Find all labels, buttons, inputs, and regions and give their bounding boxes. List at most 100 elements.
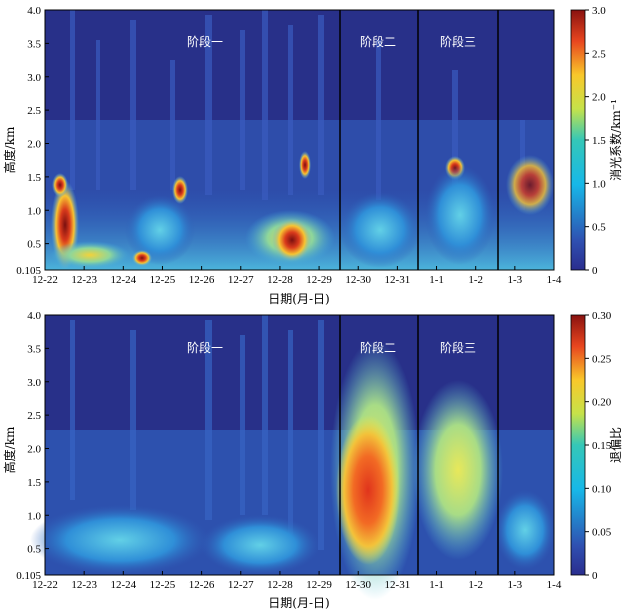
feature-2a: [30, 505, 210, 575]
panel-extinction: 阶段一 阶段二 阶段三 12-22 12-23 12-24 12-25 12-26 12-…: [2, 5, 623, 306]
colorbar-tick-label: 0.30: [592, 310, 612, 322]
colorbar-tick-label: 0: [592, 570, 598, 582]
x-tick-label: 12-23: [71, 274, 97, 286]
xlabel-2: 日期(月-日): [268, 596, 329, 610]
y-tick-label: 0.105: [16, 570, 41, 582]
y-tick-label: 1.5: [27, 172, 41, 184]
colorbar-ticks-2: 0 0.05 0.10 0.15 0.20 0.25 0.30: [585, 310, 612, 582]
y-tick-label: 1.0: [27, 510, 41, 522]
x-tick-label: 12-23: [71, 579, 97, 591]
x-tick-label: 12-30: [345, 274, 371, 286]
x-tick-label: 12-26: [189, 579, 215, 591]
y-tick-label: 2.0: [27, 444, 41, 456]
x-tick-label: 1-2: [468, 579, 483, 591]
x-tick-label: 12-22: [32, 274, 58, 286]
colorbar-tick-label: 0: [592, 265, 598, 277]
dividers-2: [339, 315, 499, 575]
phase-label-2-3: 阶段三: [440, 340, 476, 355]
phase-label-1-1: 阶段一: [187, 34, 223, 49]
feature-1i: [299, 151, 311, 179]
y-tick-label: 2.0: [27, 139, 41, 151]
colorbar-tick-label: 0.25: [592, 353, 612, 365]
colorbar-tick-label: 0.10: [592, 483, 612, 495]
x-tick-label: 12-24: [110, 579, 136, 591]
colorbar-tick-label: 0.5: [592, 222, 606, 234]
x-tick-label: 1-1: [429, 274, 444, 286]
x-tick-label: 12-26: [189, 274, 215, 286]
phase-label-2-1: 阶段一: [187, 340, 223, 355]
x-tick-label: 12-25: [150, 579, 176, 591]
ylabel-1: 高度/km: [2, 126, 17, 173]
y-tick-label: 0.5: [27, 544, 41, 556]
phase-labels-2: 阶段一 阶段二 阶段三: [187, 340, 476, 355]
plot-frame-2: [44, 314, 555, 576]
feature-1e: [172, 176, 188, 204]
plot-frame-1: [44, 9, 555, 271]
feature-1b: [52, 173, 68, 197]
x-tick-label: 12-29: [306, 579, 332, 591]
feature-2e: [413, 380, 503, 560]
colorbar-label-1: 消光系数/km⁻¹: [608, 99, 623, 181]
xlabel-1: 日期(月-日): [268, 292, 329, 306]
y-tick-label: 1.5: [27, 477, 41, 489]
y-tick-label: 4.0: [27, 5, 41, 17]
y-tick-label: 2.5: [27, 105, 41, 117]
y-tick-label: 0.5: [27, 239, 41, 251]
feature-1h: [272, 218, 312, 262]
colorbar-tick-label: 2.5: [592, 48, 606, 60]
colorbar-tick-label: 1.0: [592, 178, 606, 190]
feature-1m: [506, 155, 554, 215]
x-tick-label: 12-28: [267, 579, 293, 591]
colorbar-tick-label: 3.0: [592, 5, 606, 17]
feature-2d: [336, 415, 400, 565]
feature-1f: [132, 250, 152, 266]
phase-label-1-3: 阶段三: [440, 34, 476, 49]
phase-label-2-2: 阶段二: [360, 340, 396, 355]
colorbar-2: [570, 314, 586, 576]
x-tick-label: 12-24: [110, 274, 136, 286]
x-tick-label: 12-31: [385, 579, 411, 591]
ticks-1: 12-22 12-23 12-24 12-25 12-26 12-27 12-28 12-29…: [16, 5, 562, 286]
x-tick-label: 12-25: [150, 274, 176, 286]
feature-2b: [200, 515, 320, 575]
colorbar-tick-label: 2.0: [592, 92, 606, 104]
phase-label-1-2: 阶段二: [360, 34, 396, 49]
feature-2f: [495, 490, 555, 570]
x-tick-label: 12-27: [228, 274, 254, 286]
panel-depolarization: 阶段一 阶段二 阶段三 12-22 12-23 12-24 12-25 12-26 12-…: [2, 310, 623, 610]
colorbar-1: [570, 9, 586, 271]
y-tick-label: 1.0: [27, 205, 41, 217]
y-tick-label: 3.0: [27, 377, 41, 389]
dividers-1: [339, 10, 499, 270]
phase-labels-1: 阶段一 阶段二 阶段三: [187, 34, 476, 49]
y-tick-label: 2.5: [27, 410, 41, 422]
feature-1c: [50, 241, 130, 269]
x-tick-label: 12-30: [345, 579, 371, 591]
feature-1l: [425, 165, 495, 265]
x-tick-label: 12-28: [267, 274, 293, 286]
y-tick-label: 3.0: [27, 72, 41, 84]
colorbar-tick-label: 0.20: [592, 397, 612, 409]
y-tick-label: 4.0: [27, 310, 41, 322]
colorbar-ticks-1: 0 0.5 1.0 1.5 2.0 2.5 3.0: [585, 5, 606, 277]
ticks-2: 12-22 12-23 12-24 12-25 12-26 12-27 12-28 12-29…: [16, 310, 562, 591]
x-tick-label: 12-22: [32, 579, 58, 591]
x-tick-label: 1-3: [508, 274, 523, 286]
x-tick-label: 1-3: [508, 579, 523, 591]
y-tick-label: 3.5: [27, 343, 41, 355]
y-tick-label: 0.105: [16, 265, 41, 277]
colorbar-tick-label: 0.15: [592, 440, 612, 452]
x-tick-label: 1-1: [429, 579, 444, 591]
x-tick-label: 1-2: [468, 274, 483, 286]
y-tick-label: 3.5: [27, 38, 41, 50]
feature-1d: [125, 195, 195, 265]
colorbar-tick-label: 0.05: [592, 527, 612, 539]
x-tick-label: 1-4: [547, 579, 562, 591]
x-tick-label: 12-29: [306, 274, 332, 286]
feature-1j: [340, 192, 420, 268]
ylabel-2: 高度/km: [2, 426, 17, 473]
colorbar-tick-label: 1.5: [592, 135, 606, 147]
colorbar-label-2: 退偏比: [608, 427, 623, 463]
streaks-2: [70, 315, 324, 550]
